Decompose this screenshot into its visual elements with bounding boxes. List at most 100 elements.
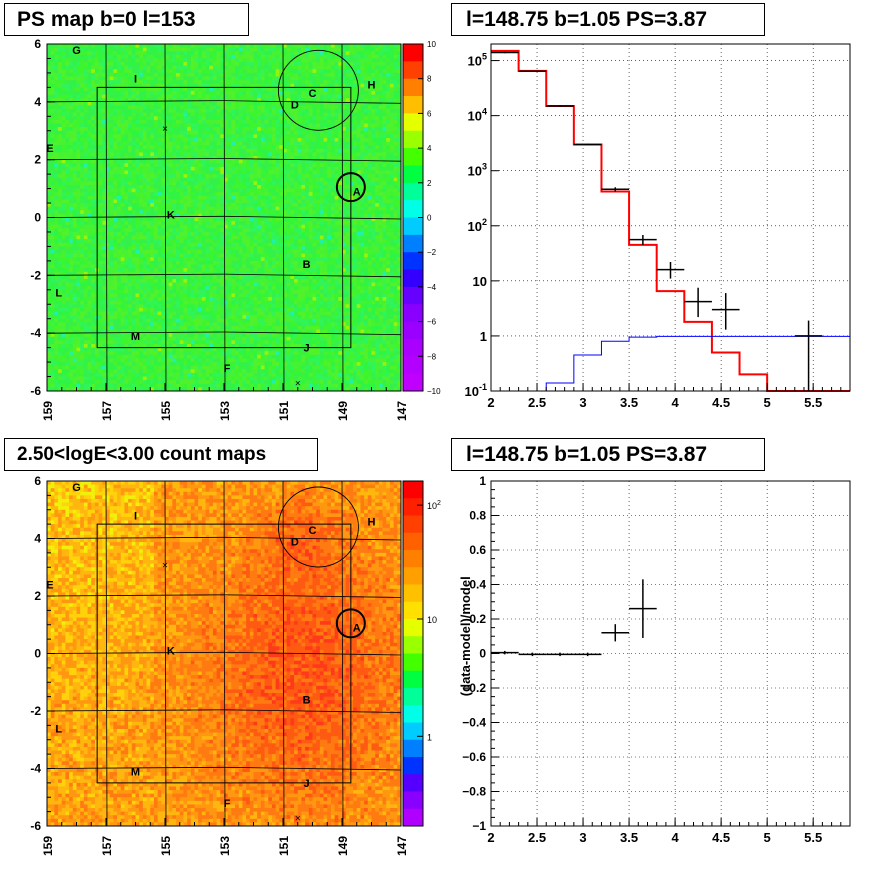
countmap-xtick-label: 155: [159, 836, 173, 856]
psmap-xtick-label: 149: [336, 401, 350, 421]
psmap-source-label: G: [72, 45, 81, 57]
countmap-source-label: J: [304, 778, 310, 790]
psmap-colorbar-label: −6: [427, 318, 437, 327]
residual-ytick-label: 1: [479, 474, 486, 488]
countmap-target-circle: [335, 608, 366, 639]
residual-ytick-label: 0: [479, 647, 486, 661]
residual-ytick-label: 0.6: [469, 543, 486, 557]
psmap-xtick-label: 157: [100, 401, 114, 421]
countmap-colorbar-cell: [403, 722, 423, 741]
countmap-source-label: K: [167, 646, 175, 658]
spectrum-xtick-label: 2.5: [528, 395, 546, 410]
countmap-colorbar-cell: [403, 705, 423, 723]
psmap-colorbar-cell: [403, 78, 423, 97]
psmap-colorbar-label: −2: [427, 248, 437, 257]
countmap-colorbar-label: 102: [427, 500, 441, 511]
psmap-colorbar-label: 6: [427, 109, 432, 118]
residual-frame: [490, 480, 851, 827]
residual-ytick-label: −0.6: [462, 750, 486, 764]
countmap-source-label: L: [55, 723, 62, 735]
residual-ytick-label: 0.2: [469, 612, 486, 626]
residual-xtick-label: 5: [764, 830, 771, 845]
psmap-colorbar-label: −4: [427, 283, 437, 292]
spectrum-ytick-label: 103: [468, 162, 487, 179]
psmap-target-circle: [335, 172, 366, 203]
tr-title: l=148.75 b=1.05 PS=3.87: [451, 3, 765, 36]
countmap-colorbar-cell: [403, 584, 423, 603]
psmap-ytick-label: 6: [34, 37, 41, 51]
residual-ytick-label: −0.4: [462, 716, 486, 730]
spectrum-ytick-label: 10: [473, 274, 487, 289]
psmap-xtick-label: 159: [41, 401, 55, 421]
countmap-cross-marker: ×: [162, 560, 168, 571]
countmap-colorbar-cell: [403, 532, 423, 551]
residual-xtick-label: 2.5: [528, 830, 546, 845]
countmap-ytick-label: 2: [34, 589, 41, 603]
countmap-colorbar-cell: [403, 670, 423, 689]
countmap-colorbar-frame: [402, 480, 424, 827]
psmap-extended-source-circle: [277, 49, 359, 131]
countmap-xtick-label: 157: [100, 836, 114, 856]
psmap-ytick-label: 4: [34, 95, 41, 109]
psmap-xtick-label: 151: [277, 401, 291, 421]
countmap-source-label: G: [72, 482, 81, 494]
countmap-xtick-label: 151: [277, 836, 291, 856]
residual-ytick-label: −0.8: [462, 785, 486, 799]
psmap-source-label: E: [46, 143, 53, 155]
spectrum-xtick-label: 5.5: [804, 395, 822, 410]
countmap-xtick-label: 159: [41, 836, 55, 856]
countmap-colorbar-cell: [403, 791, 423, 810]
residual-ylabel: (data-model)/model: [458, 576, 473, 696]
spectrum-frame: [490, 43, 851, 392]
psmap-colorbar-cell: [403, 321, 423, 340]
residual-grid: [491, 481, 850, 826]
countmap-colorbar-label: 1: [427, 732, 432, 742]
bl-title: 2.50<logE<3.00 count maps: [4, 438, 318, 471]
tl-title: PS map b=0 l=153: [4, 3, 249, 36]
spectrum-xtick-label: 3: [579, 395, 586, 410]
residual-ytick-label: 0.4: [469, 578, 486, 592]
psmap-coord-grid: [46, 43, 402, 392]
countmap-source-label: D: [291, 536, 299, 548]
countmap-colorbar-cell: [403, 515, 423, 534]
residual-xtick-label: 3.5: [620, 830, 638, 845]
countmap-coord-grid: [46, 480, 402, 827]
countmap-source-label: C: [309, 525, 317, 537]
residual-ytick-label: −0.2: [462, 681, 486, 695]
residual-xtick-label: 4.5: [712, 830, 730, 845]
residual-xtick-label: 3: [579, 830, 586, 845]
countmap-cross-marker: ×: [295, 813, 301, 824]
countmap-ytick-label: 6: [34, 474, 41, 488]
countmap-colorbar-cell: [403, 653, 423, 672]
countmap-colorbar-cell: [403, 636, 423, 654]
residual-ytick-label: −1: [472, 819, 486, 833]
psmap-ytick-label: 2: [34, 153, 41, 167]
psmap-source-label: B: [303, 259, 311, 271]
psmap-colorbar-cell: [403, 61, 423, 80]
spectrum-xtick-label: 4.5: [712, 395, 730, 410]
psmap-source-label: A: [353, 186, 361, 198]
psmap-colorbar-cell: [403, 130, 423, 149]
psmap-xtick-label: 147: [395, 401, 409, 421]
psmap-ytick-label: -6: [30, 384, 41, 398]
psmap-cross-marker: ×: [162, 124, 168, 135]
spectrum-ytick-label: 104: [468, 107, 487, 124]
psmap-colorbar-label: 4: [427, 144, 432, 153]
countmap-heatmap-cells: [47, 481, 402, 827]
psmap-colorbar-cell: [403, 338, 423, 357]
countmap-ytick-label: -6: [30, 819, 41, 833]
psmap-colorbar-label: 10: [427, 40, 436, 49]
psmap-source-label: K: [167, 210, 175, 222]
psmap-colorbar-cell: [403, 217, 423, 236]
psmap-colorbar-cell: [403, 113, 423, 132]
psmap-colorbar-cell: [403, 373, 423, 392]
psmap-source-label: I: [134, 74, 137, 86]
countmap-roi-box: [96, 523, 352, 784]
psmap-cross-marker: ×: [295, 378, 301, 389]
spectrum-xtick-label: 5: [764, 395, 771, 410]
countmap-colorbar-cell: [403, 601, 423, 620]
spectrum-ytick-label: 10-1: [465, 382, 487, 399]
countmap-colorbar-cell: [403, 757, 423, 775]
psmap-source-label: F: [224, 363, 231, 375]
spectrum-ytick-label: 105: [468, 52, 487, 69]
